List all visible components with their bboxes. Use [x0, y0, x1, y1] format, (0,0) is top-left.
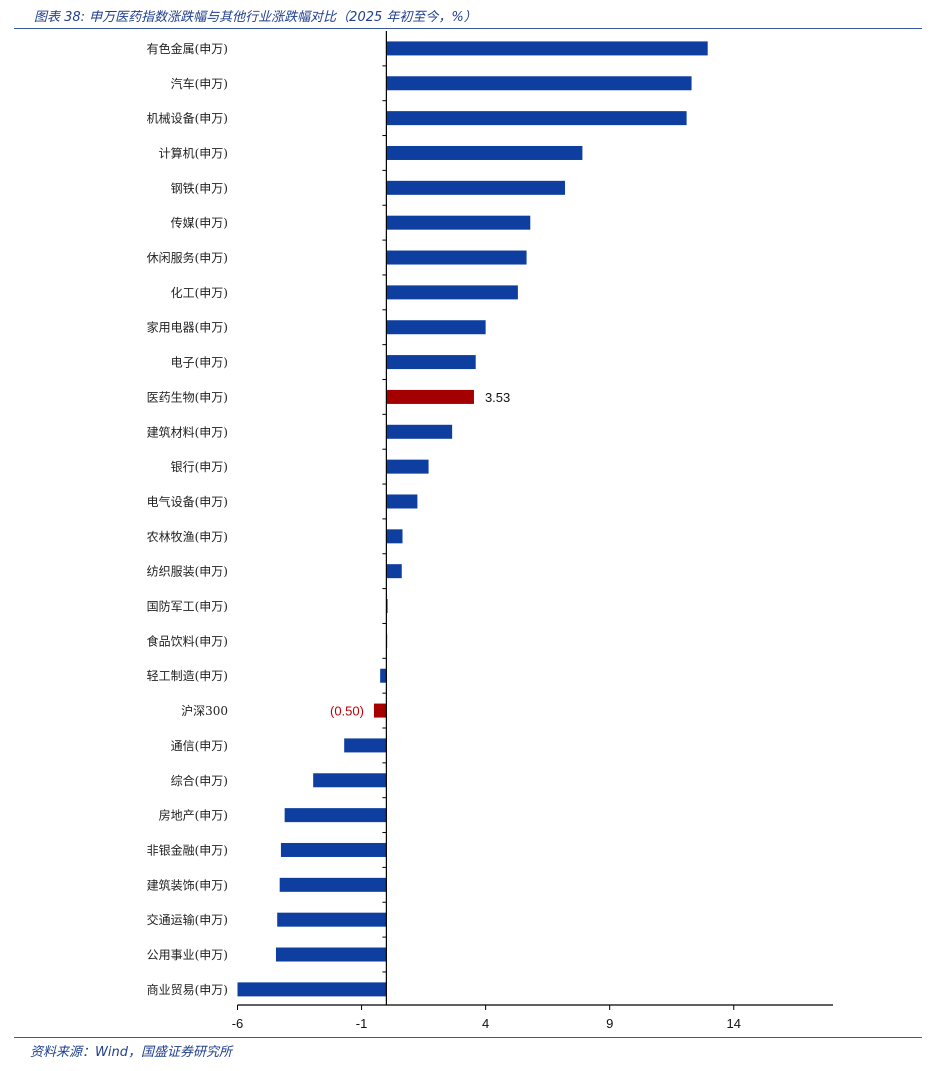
category-label: 休闲服务(申万): [147, 250, 228, 265]
x-tick-label: 14: [727, 1016, 741, 1031]
x-tick-label: 9: [606, 1016, 613, 1031]
bar-6: [386, 250, 527, 265]
category-label: 纺织服装(申万): [147, 565, 228, 579]
bar-4: [386, 180, 566, 195]
category-label: 轻工制造(申万): [147, 669, 228, 683]
category-label: 钢铁(申万): [171, 181, 228, 195]
bar-20: [344, 738, 387, 753]
category-label: 建筑材料(申万): [147, 424, 228, 439]
bar-10: [386, 389, 474, 404]
bar-3: [386, 145, 583, 160]
category-label: 食品饮料(申万): [147, 633, 228, 648]
footer-divider: [14, 1037, 922, 1038]
category-label: 交通运输(申万): [147, 912, 228, 927]
bar-21: [313, 773, 387, 788]
bar-26: [275, 947, 387, 962]
bar-13: [386, 494, 418, 509]
bar-27: [237, 982, 387, 997]
chart-title: 图表 38: 申万医药指数涨跌幅与其他行业涨跌幅对比（2025 年初至今，%）: [34, 10, 477, 25]
bar-1: [386, 76, 692, 91]
chart-header: 图表 38: 申万医药指数涨跌幅与其他行业涨跌幅对比（2025 年初至今，%）: [14, 0, 922, 29]
bar-8: [386, 320, 486, 335]
x-tick-label: -1: [356, 1016, 368, 1031]
category-label: 通信(申万): [171, 739, 228, 753]
category-label: 商业贸易(申万): [147, 982, 228, 997]
category-label: 建筑装饰(申万): [147, 877, 228, 892]
bar-0: [386, 41, 708, 56]
bar-15: [386, 564, 402, 579]
bar-5: [386, 215, 531, 230]
bar-2: [386, 111, 687, 126]
bar-11: [386, 424, 453, 439]
category-label: 银行(申万): [171, 460, 228, 474]
category-label: 公用事业(申万): [147, 948, 228, 962]
category-label: 非银金融(申万): [147, 842, 228, 857]
bar-7: [386, 285, 518, 300]
bar-14: [386, 529, 403, 544]
category-label: 汽车(申万): [171, 76, 228, 91]
bar-22: [284, 808, 387, 823]
category-label: 计算机(申万): [159, 145, 228, 160]
bar-12: [386, 459, 429, 474]
bar-23: [280, 842, 387, 857]
category-label: 医药生物(申万): [147, 390, 228, 404]
category-label: 传媒(申万): [171, 215, 228, 230]
category-label: 沪深300: [181, 704, 228, 718]
bar-9: [386, 355, 476, 370]
bar-18: [380, 668, 387, 683]
data-label: (0.50): [330, 704, 364, 719]
source-note: 资料来源：Wind，国盛证券研究所: [30, 1045, 232, 1060]
category-label: 国防军工(申万): [147, 599, 228, 614]
x-tick-label: 4: [482, 1016, 489, 1031]
category-label: 房地产(申万): [159, 808, 228, 823]
category-label: 电子(申万): [171, 356, 228, 370]
x-tick-label: -6: [232, 1016, 244, 1031]
category-label: 农林牧渔(申万): [147, 530, 228, 544]
category-label: 电气设备(申万): [147, 494, 228, 509]
data-label: 3.53: [485, 390, 510, 405]
category-label: 综合(申万): [171, 773, 228, 788]
bar-19: [373, 703, 387, 718]
category-label: 家用电器(申万): [147, 320, 228, 335]
category-label: 化工(申万): [171, 286, 228, 300]
bar-25: [277, 912, 387, 927]
category-label: 机械设备(申万): [147, 111, 228, 126]
bar-16: [386, 599, 388, 614]
category-label: 有色金属(申万): [147, 41, 228, 56]
bar-24: [279, 877, 387, 892]
